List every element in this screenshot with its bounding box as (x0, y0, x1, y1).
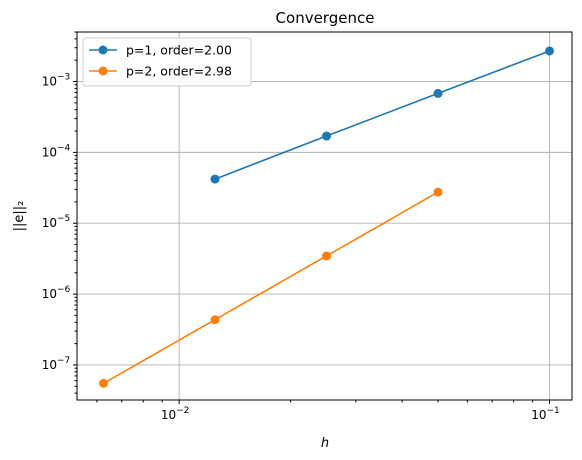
minor-ticks (74, 31, 534, 403)
legend-entry: p=1, order=2.00 (89, 43, 232, 58)
series-2 (99, 187, 443, 388)
data-point (99, 378, 109, 388)
data-point (322, 131, 332, 141)
series-line (214, 50, 550, 180)
data-point (210, 174, 220, 184)
y-tick-label: 10−3 (42, 73, 71, 89)
series-line (103, 191, 439, 385)
legend-entry: p=2, order=2.98 (89, 64, 232, 79)
legend-label: p=1, order=2.00 (126, 43, 232, 58)
x-tick-label: 10−1 (531, 406, 560, 422)
y-tick-label: 10−4 (42, 143, 71, 159)
series-1 (210, 46, 555, 184)
legend-box (82, 37, 252, 87)
legend-marker (98, 45, 108, 55)
data-point (433, 187, 443, 197)
data-point (322, 251, 332, 261)
y-tick-label: 10−7 (42, 356, 71, 372)
chart-title: Convergence (276, 9, 375, 27)
data-point (545, 46, 555, 56)
x-axis-label: h (321, 436, 329, 451)
axis-ticks: 10−2 10−1 10−7 10−6 10−5 10−4 10−3 (42, 73, 560, 422)
y-tick-label: 10−5 (42, 214, 71, 230)
data-point (210, 315, 220, 325)
legend-label: p=2, order=2.98 (126, 64, 232, 79)
legend-marker (98, 66, 108, 76)
legend: p=1, order=2.00 p=2, order=2.98 (82, 37, 252, 87)
y-axis-label: ||e||₂ (12, 201, 27, 232)
grid-lines (77, 32, 572, 400)
x-tick-label: 10−2 (161, 406, 190, 422)
y-tick-label: 10−6 (42, 285, 71, 301)
data-point (433, 88, 443, 98)
data-series (99, 46, 555, 388)
plot-frame (76, 31, 573, 401)
